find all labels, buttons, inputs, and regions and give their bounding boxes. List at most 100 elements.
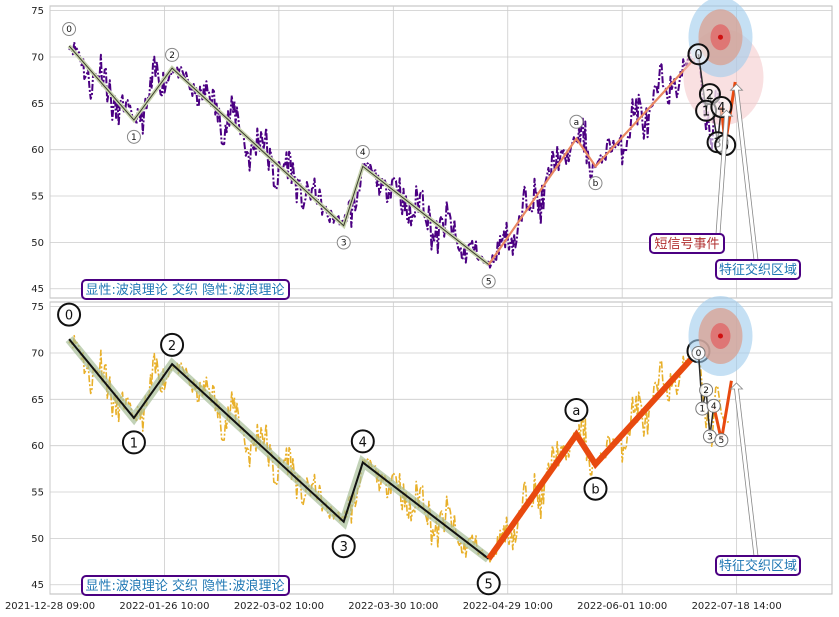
wave-label-a: a: [564, 398, 589, 423]
x-tick-label: 2021-12-28 09:00: [5, 601, 95, 612]
sub-wave-text: 0: [694, 48, 702, 63]
wave-label-text: 5: [486, 277, 492, 287]
feature-zone-halo: [688, 295, 753, 376]
wave-label-circle: [336, 235, 351, 250]
y-tick-label: 45: [31, 580, 44, 591]
sub-wave-label-1: 1: [695, 401, 710, 416]
y-tick-label: 50: [31, 238, 44, 249]
wave-label-5: 5: [481, 274, 496, 289]
y-tick-label: 45: [31, 284, 44, 295]
annotation-box: [715, 259, 801, 280]
y-tick-label: 70: [31, 52, 44, 63]
sub-wave-label-0: 0: [687, 43, 710, 66]
sub-wave-circle: [699, 383, 714, 398]
wave-label-text: 4: [359, 435, 367, 450]
sub-wave-text: 0: [696, 349, 702, 359]
legend-frame: [81, 575, 290, 596]
wave-label-text: 2: [168, 339, 176, 354]
wave-label-1: 1: [121, 430, 146, 455]
sub-wave-text: 1: [699, 405, 705, 415]
sub-wave-text: 4: [717, 101, 725, 116]
annotation-arrow: [729, 382, 759, 557]
wave-label-circle: [57, 302, 82, 327]
wave-label-text: 4: [360, 148, 366, 158]
wave-label-circle: [126, 129, 141, 144]
sub-wave-circle: [714, 433, 729, 448]
wave-label-text: b: [591, 483, 599, 498]
wave-label-3: 3: [336, 235, 351, 250]
y-tick-label: 75: [31, 6, 44, 17]
wave-label-text: 3: [341, 238, 347, 248]
corrective-wave-line: [486, 349, 701, 561]
wave-label-circle: [583, 476, 608, 501]
wave-label-circle: [564, 398, 589, 423]
wave-label-text: 5: [485, 577, 493, 592]
wave-label-b: b: [583, 476, 608, 501]
wave-label-circle: [569, 114, 584, 129]
chart-panel-bottom: 45505560657075012345abc021435特征交织区域显性:波浪…: [31, 295, 833, 596]
wave-label-text: a: [572, 404, 580, 419]
wave-label-1: 1: [126, 129, 141, 144]
wave-label-text: 0: [66, 25, 72, 35]
wave-label-2: 2: [160, 332, 185, 357]
sub-wave-circle: [687, 43, 710, 66]
x-tick-label: 2022-03-02 10:00: [234, 601, 324, 612]
wave-label-0: 0: [57, 302, 82, 327]
wave-label-text: 2: [169, 51, 175, 61]
y-tick-label: 70: [31, 348, 44, 359]
y-tick-label: 55: [31, 192, 44, 203]
feature-zone-center: [717, 34, 723, 40]
sub-wave-label-3: 3: [702, 429, 717, 444]
annotation-box: [649, 233, 725, 254]
legend-text: 显性:波浪理论 交织 隐性:波浪理论: [85, 282, 284, 298]
wave-label-text: 3: [340, 540, 348, 555]
y-tick-label: 75: [31, 302, 44, 313]
wave-label-circle: [331, 534, 356, 559]
wave-label-circle: [160, 332, 185, 357]
wave-label-b: b: [588, 176, 603, 191]
wave-label-text: b: [593, 179, 599, 189]
feature-zone-center: [717, 333, 723, 339]
corrective-wave-line: [487, 53, 700, 266]
wave-label-circle: [350, 429, 375, 454]
y-tick-label: 50: [31, 534, 44, 545]
legend-box: 显性:波浪理论 交织 隐性:波浪理论: [81, 279, 290, 300]
wave-label-circle: [588, 176, 603, 191]
x-tick-label: 2022-07-18 14:00: [692, 601, 782, 612]
y-tick-label: 65: [31, 395, 44, 406]
y-tick-label: 60: [31, 441, 44, 452]
wave-label-text: 1: [131, 133, 137, 143]
wave-label-text: 0: [65, 309, 73, 324]
legend-frame: [81, 279, 290, 300]
wave-label-text: 1: [130, 436, 138, 451]
wave-label-text: a: [574, 118, 580, 128]
wave-label-a: a: [569, 114, 584, 129]
y-tick-label: 55: [31, 488, 44, 499]
annotation-text: 短信号事件: [654, 237, 719, 252]
sub-wave-label-4: 4: [706, 398, 721, 413]
annotation-text: 特征交织区域: [719, 262, 797, 278]
wave-label-4: 4: [350, 429, 375, 454]
x-tick-label: 2022-01-26 10:00: [119, 601, 209, 612]
annotation-arrow: [729, 83, 759, 261]
sub-wave-text: 5: [719, 436, 725, 446]
sub-wave-label-0: 0: [691, 345, 706, 360]
impulse-wave-line: [68, 45, 490, 265]
sub-wave-label-5: 5: [714, 433, 729, 448]
wave-label-circle: [62, 22, 77, 37]
wave-label-4: 4: [355, 144, 370, 159]
y-tick-label: 65: [31, 99, 44, 110]
sub-wave-text: 1: [702, 105, 710, 120]
annotation-text: 特征交织区域: [719, 558, 797, 574]
wave-label-5: 5: [476, 571, 501, 596]
sub-wave-label-2: 2: [699, 383, 714, 398]
wave-label-circle: [476, 571, 501, 596]
impulse-wave-line: [68, 338, 490, 560]
annotation-box: [715, 555, 801, 576]
wave-label-circle: [121, 430, 146, 455]
wave-label-2: 2: [165, 47, 180, 62]
sub-wave-circle: [706, 398, 721, 413]
legend-text: 显性:波浪理论 交织 隐性:波浪理论: [85, 578, 284, 594]
